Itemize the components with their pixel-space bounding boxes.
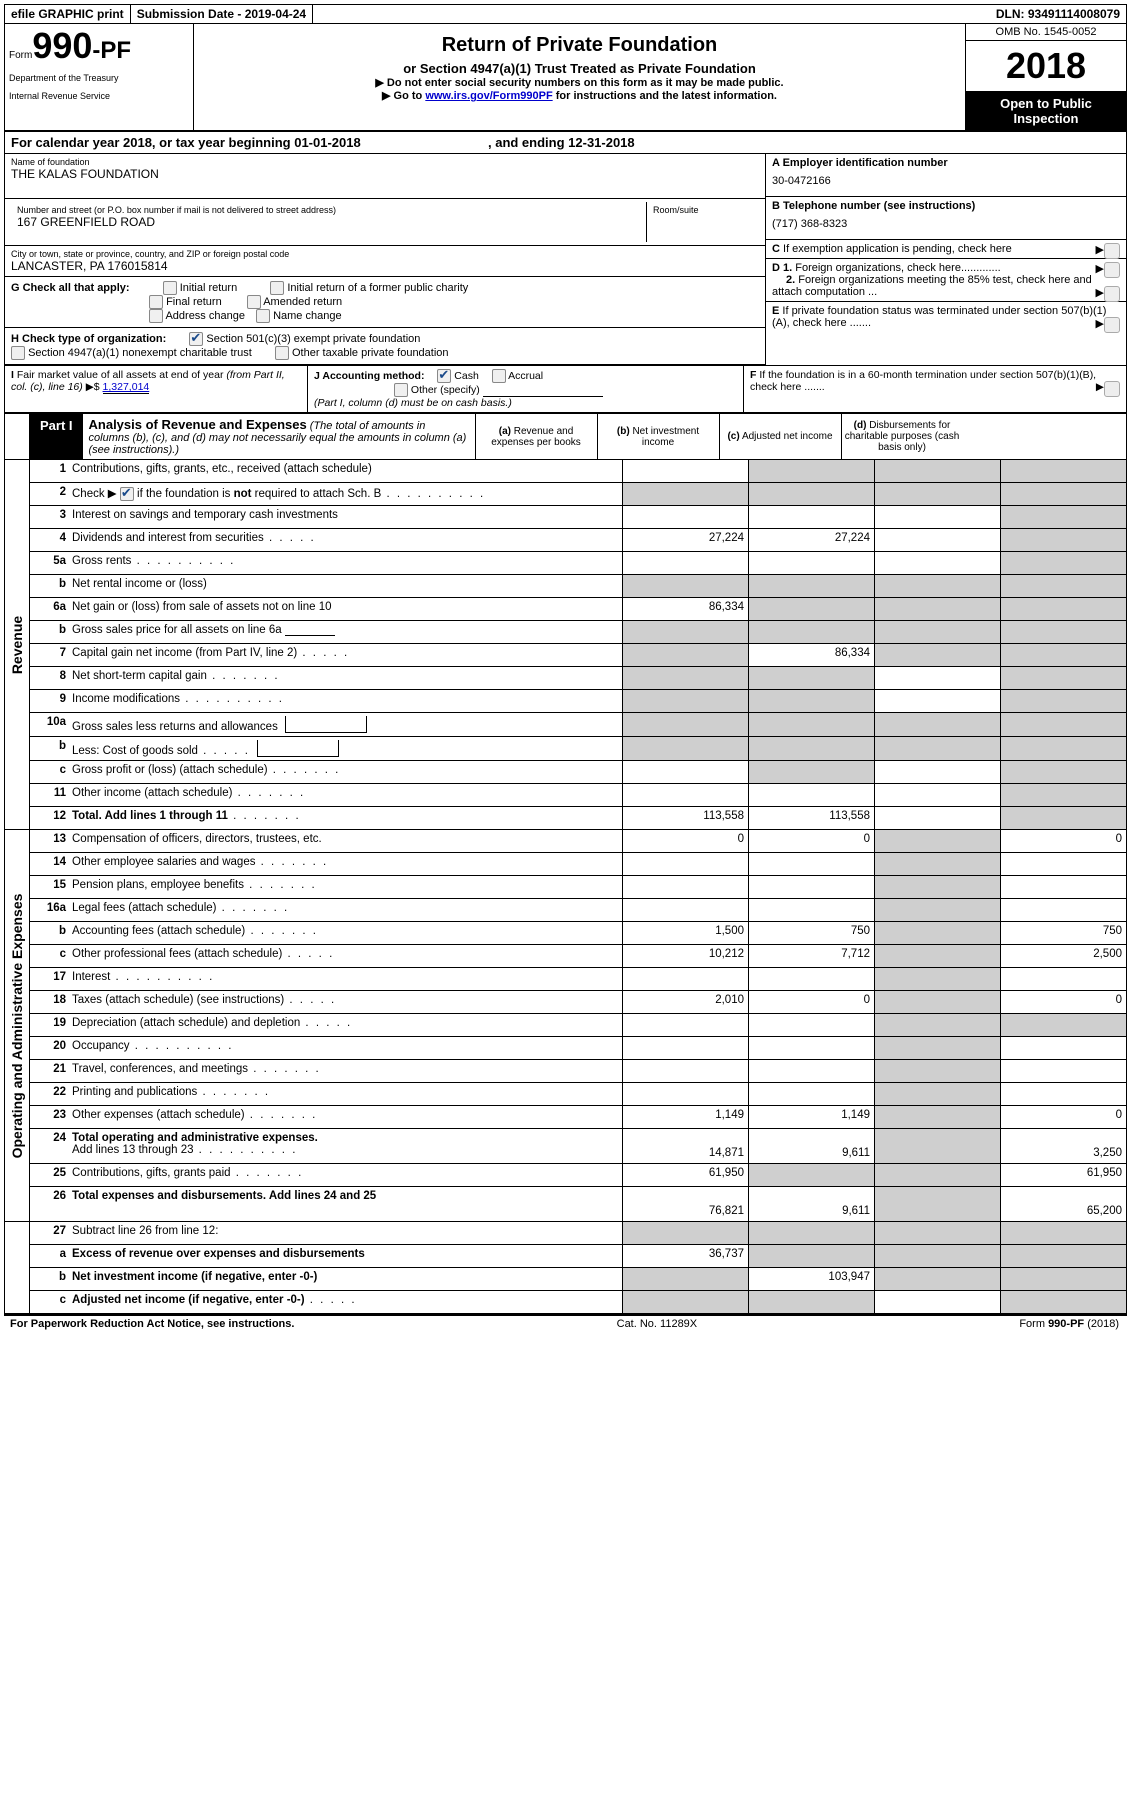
foreign-check[interactable] — [1104, 262, 1120, 278]
section-j: J Accounting method: Cash Accrual Other … — [308, 366, 744, 412]
efile-print: efile GRAPHIC print — [5, 5, 131, 23]
header: Form990-PF Department of the Treasury In… — [5, 24, 1126, 132]
section-ij: I Fair market value of all assets at end… — [5, 366, 1126, 414]
revenue-label: Revenue — [5, 460, 30, 829]
form-title: Return of Private Foundation — [200, 34, 959, 57]
exemption-check[interactable] — [1104, 243, 1120, 259]
city-cell: City or town, state or province, country… — [5, 246, 765, 277]
cash-check[interactable] — [437, 369, 451, 383]
line27-table: 27Subtract line 26 from line 12: aExcess… — [5, 1222, 1126, 1315]
dept-treasury: Department of the Treasury — [9, 73, 189, 83]
amended-return-check[interactable] — [247, 295, 261, 309]
sch-b-check[interactable] — [120, 487, 134, 501]
column-headers: (a) Revenue and expenses per books (b) N… — [475, 414, 1126, 459]
address-change-check[interactable] — [149, 309, 163, 323]
section-f: F If the foundation is in a 60-month ter… — [744, 366, 1126, 412]
cat-no: Cat. No. 11289X — [617, 1318, 698, 1330]
col-a-header: (a) Revenue and expenses per books — [475, 414, 597, 459]
header-center: Return of Private Foundation or Section … — [194, 24, 965, 130]
part1-label: Part I — [30, 414, 83, 459]
ssn-note: ▶ Do not enter social security numbers o… — [200, 76, 959, 89]
terminated-check[interactable] — [1104, 317, 1120, 333]
section-h: H Check type of organization: Section 50… — [5, 328, 765, 365]
irs-link[interactable]: www.irs.gov/Form990PF — [425, 90, 552, 102]
phone-cell: B Telephone number (see instructions) (7… — [766, 197, 1126, 240]
exemption-cell: C C If exemption application is pending,… — [766, 240, 1126, 259]
tax-year: 2018 — [966, 41, 1126, 92]
info-grid: Name of foundation THE KALAS FOUNDATION … — [5, 154, 1126, 366]
submission-date: Submission Date - 2019-04-24 — [131, 5, 313, 23]
expense-label: Operating and Administrative Expenses — [5, 830, 30, 1221]
omb-no: OMB No. 1545-0052 — [966, 24, 1126, 41]
accrual-check[interactable] — [492, 369, 506, 383]
address-cell: Number and street (or P.O. box number if… — [5, 199, 765, 246]
initial-return-former-check[interactable] — [270, 281, 284, 295]
form-prefix: Form — [9, 50, 32, 61]
irs: Internal Revenue Service — [9, 91, 189, 101]
foundation-name-cell: Name of foundation THE KALAS FOUNDATION — [5, 154, 765, 199]
foreign85-check[interactable] — [1104, 286, 1120, 302]
calendar-year: For calendar year 2018, or tax year begi… — [5, 132, 1126, 154]
terminated-cell: E If private foundation status was termi… — [766, 302, 1126, 332]
paperwork-notice: For Paperwork Reduction Act Notice, see … — [10, 1318, 294, 1330]
col-b-header: (b) Net investment income — [597, 414, 719, 459]
501c3-check[interactable] — [189, 332, 203, 346]
other-taxable-check[interactable] — [275, 346, 289, 360]
info-right: A Employer identification number 30-0472… — [765, 154, 1126, 365]
header-left: Form990-PF Department of the Treasury In… — [5, 24, 194, 130]
topbar: efile GRAPHIC print Submission Date - 20… — [5, 5, 1126, 24]
open-public: Open to Public Inspection — [966, 92, 1126, 130]
part1-header: Part I Analysis of Revenue and Expenses … — [5, 414, 1126, 460]
form-990: 990 — [32, 25, 92, 66]
section-g: G Check all that apply: Initial return I… — [5, 277, 765, 328]
ein-cell: A Employer identification number 30-0472… — [766, 154, 1126, 197]
revenue-table: Revenue 1Contributions, gifts, grants, e… — [5, 460, 1126, 830]
other-method-check[interactable] — [394, 383, 408, 397]
60month-check[interactable] — [1104, 381, 1120, 397]
expense-table: Operating and Administrative Expenses 13… — [5, 830, 1126, 1222]
name-change-check[interactable] — [256, 309, 270, 323]
info-left: Name of foundation THE KALAS FOUNDATION … — [5, 154, 765, 365]
section-i: I Fair market value of all assets at end… — [5, 366, 308, 412]
part1-title: Analysis of Revenue and Expenses (The to… — [83, 414, 475, 459]
header-right: OMB No. 1545-0052 2018 Open to Public In… — [965, 24, 1126, 130]
foreign-cell: D 1. Foreign organizations, check here..… — [766, 259, 1126, 302]
col-d-header: (d) Disbursements for charitable purpose… — [841, 414, 963, 459]
dln: DLN: 93491114008079 — [990, 5, 1126, 23]
form-subtitle: or Section 4947(a)(1) Trust Treated as P… — [200, 61, 959, 76]
initial-return-check[interactable] — [163, 281, 177, 295]
fmv-link[interactable]: 1,327,014 — [103, 381, 150, 394]
goto-note: ▶ Go to www.irs.gov/Form990PF for instru… — [200, 89, 959, 102]
form-container: efile GRAPHIC print Submission Date - 20… — [4, 4, 1127, 1316]
footer: For Paperwork Reduction Act Notice, see … — [4, 1316, 1125, 1332]
form-pf: -PF — [92, 37, 131, 64]
form-ref: Form 990-PF (2018) — [1019, 1318, 1119, 1330]
final-return-check[interactable] — [149, 295, 163, 309]
4947-check[interactable] — [11, 346, 25, 360]
col-c-header: (c) Adjusted net income — [719, 414, 841, 459]
